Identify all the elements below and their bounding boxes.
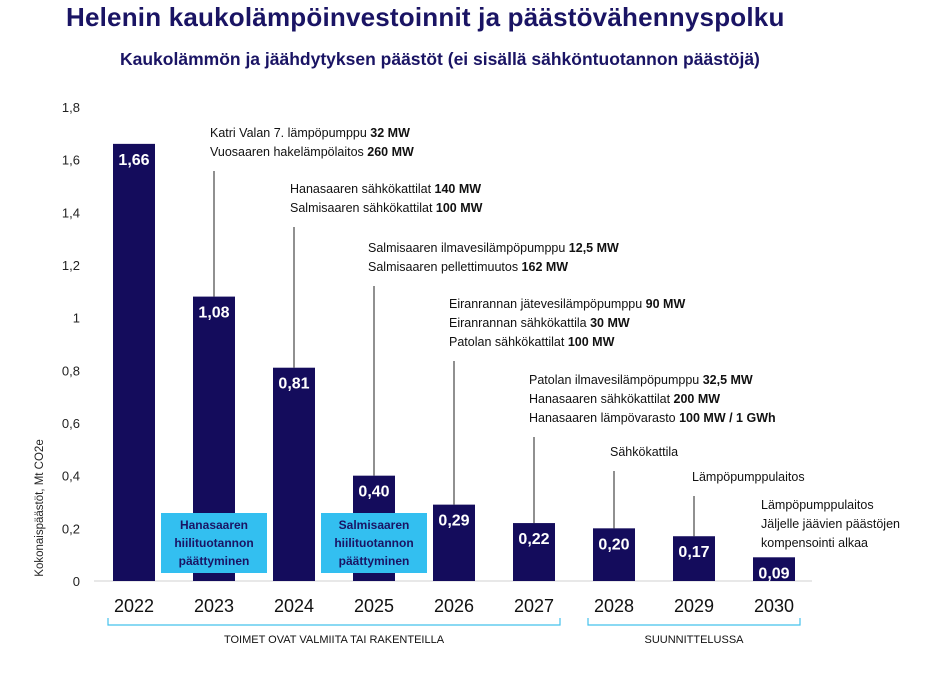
x-tick-label: 2022 (114, 596, 154, 616)
highlight-box-text: hiilituotannon (334, 536, 413, 550)
x-tick-label: 2029 (674, 596, 714, 616)
bar-value-label: 0,09 (758, 565, 789, 582)
annotation-text: Vuosaaren hakelämpölaitos 260 MW (210, 145, 414, 159)
annotation-text: Patolan sähkökattilat 100 MW (449, 335, 615, 349)
x-tick-label: 2027 (514, 596, 554, 616)
y-tick-label: 1,4 (62, 205, 80, 220)
y-tick-label: 1,6 (62, 153, 80, 168)
annotation-text: Hanasaaren sähkökattilat 140 MW (290, 182, 481, 196)
annotation-text: Sähkökattila (610, 445, 678, 459)
x-tick-label: 2025 (354, 596, 394, 616)
bar-value-label: 0,17 (678, 544, 709, 561)
bar-2029 (673, 536, 715, 581)
highlight-box (321, 513, 427, 573)
annotation-text: Eiranrannan jätevesilämpöpumppu 90 MW (449, 297, 685, 311)
y-tick-label: 0,6 (62, 416, 80, 431)
annotation-text: Salmisaaren sähkökattilat 100 MW (290, 201, 483, 215)
bar-2028 (593, 528, 635, 581)
annotation-text: Lämpöpumppulaitos (761, 498, 874, 512)
x-tick-label: 2024 (274, 596, 314, 616)
x-tick-label: 2030 (754, 596, 794, 616)
y-axis-label: Kokonaispäästöt, Mt CO2e (34, 439, 46, 576)
chart-title: Helenin kaukolämpöinvestoinnit ja päästö… (66, 2, 785, 32)
annotation-text: kompensointi alkaa (761, 536, 868, 550)
bar-2024 (273, 367, 315, 581)
bar-value-label: 0,29 (438, 513, 469, 530)
bar-value-label: 0,20 (598, 536, 629, 553)
bar-value-label: 0,22 (518, 531, 549, 548)
annotation-text: Jäljelle jäävien päästöjen (761, 517, 900, 531)
highlight-box (161, 513, 267, 573)
annotation-text: Lämpöpumppulaitos (692, 470, 805, 484)
annotation-text: Salmisaaren pellettimuutos 162 MW (368, 260, 568, 274)
bar-value-label: 0,40 (358, 484, 389, 501)
y-tick-label: 1,8 (62, 100, 80, 115)
bar-value-label: 0,81 (278, 376, 309, 393)
x-tick-label: 2026 (434, 596, 474, 616)
y-tick-label: 0,8 (62, 363, 80, 378)
annotation-text: Katri Valan 7. lämpöpumppu 32 MW (210, 126, 410, 140)
highlight-box-text: Salmisaaren (339, 518, 410, 532)
group-bracket (107, 618, 561, 626)
y-tick-label: 1,2 (62, 258, 80, 273)
group-label: SUUNNITTELUSSA (644, 634, 744, 646)
annotation-text: Eiranrannan sähkökattila 30 MW (449, 316, 630, 330)
chart-subtitle: Kaukolämmön ja jäähdytyksen päästöt (ei … (120, 49, 760, 69)
x-tick-label: 2028 (594, 596, 634, 616)
highlight-box-text: päättyminen (339, 554, 410, 568)
annotation-text: Hanasaaren sähkökattilat 200 MW (529, 392, 720, 406)
group-bracket (587, 618, 801, 626)
annotation-text: Hanasaaren lämpövarasto 100 MW / 1 GWh (529, 411, 776, 425)
bar-2027 (513, 523, 555, 581)
y-tick-label: 0,2 (62, 521, 80, 536)
bar-2026 (433, 504, 475, 581)
y-tick-label: 0,4 (62, 469, 80, 484)
bar-2030 (753, 557, 795, 581)
annotation-text: Salmisaaren ilmavesilämpöpumppu 12,5 MW (368, 241, 619, 255)
highlight-box-text: Hanasaaren (180, 518, 248, 532)
highlight-box-text: hiilituotannon (174, 536, 253, 550)
bar-2022 (113, 143, 155, 581)
y-tick-label: 0 (73, 574, 80, 589)
bar-value-label: 1,08 (198, 305, 229, 322)
y-tick-label: 1 (73, 311, 80, 326)
x-tick-label: 2023 (194, 596, 234, 616)
bar-value-label: 1,66 (118, 152, 149, 169)
group-label: TOIMET OVAT VALMIITA TAI RAKENTEILLA (224, 634, 445, 646)
annotation-text: Patolan ilmavesilämpöpumppu 32,5 MW (529, 373, 753, 387)
highlight-box-text: päättyminen (179, 554, 250, 568)
